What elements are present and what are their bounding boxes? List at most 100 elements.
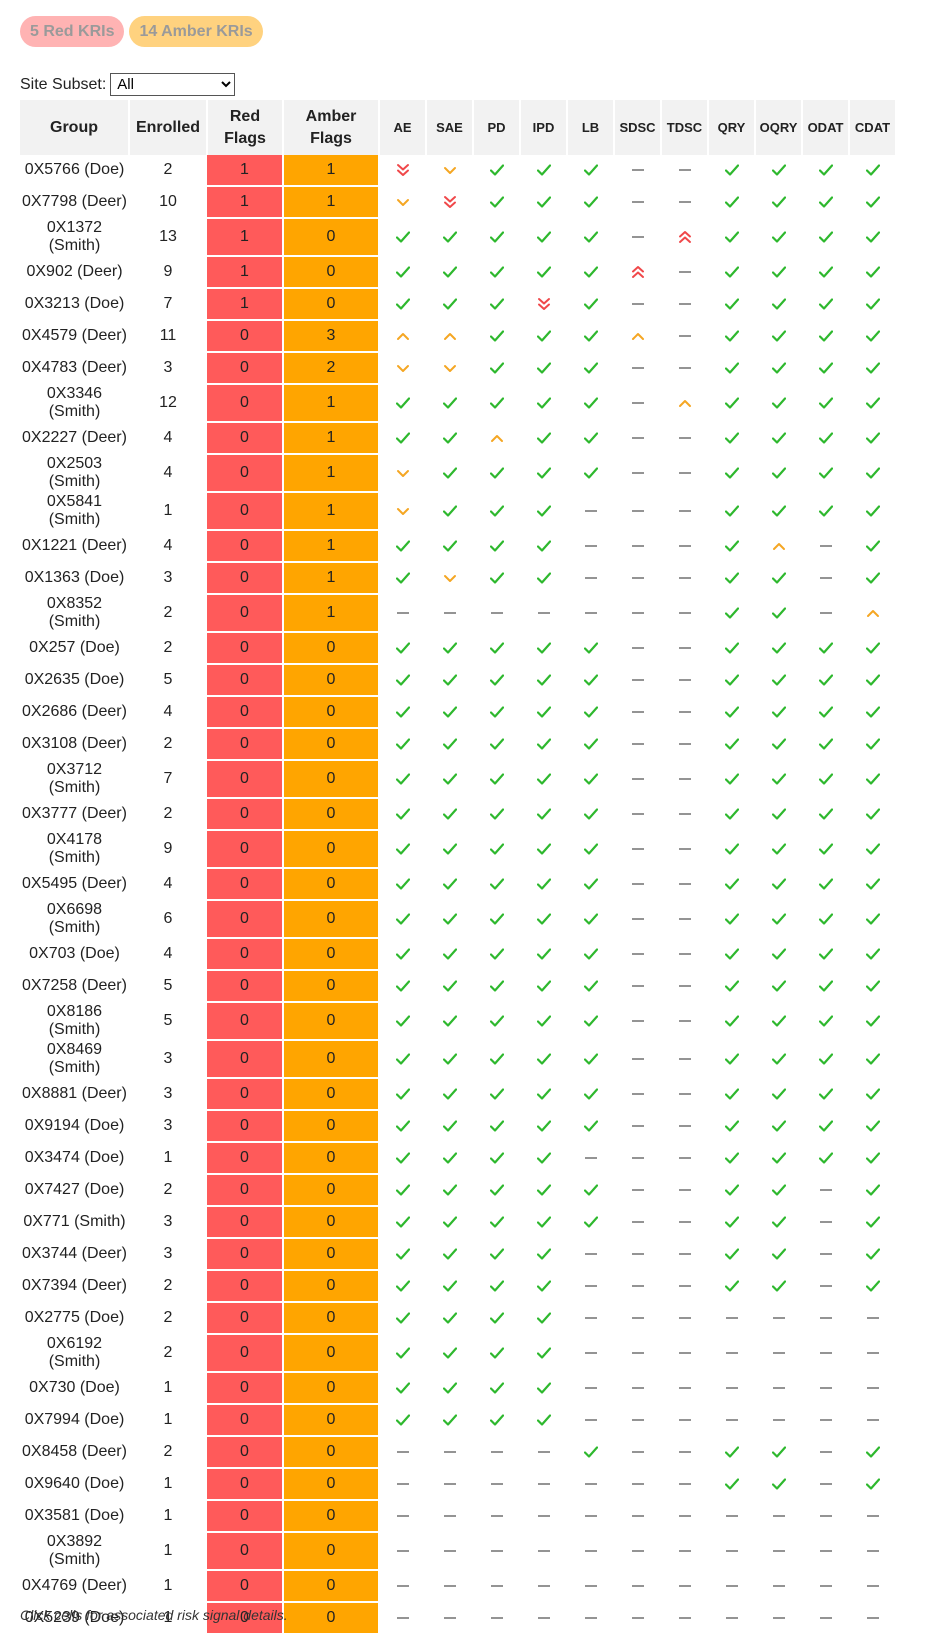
kri-cell-sae[interactable]: [426, 1468, 473, 1501]
kri-cell-oqry[interactable]: [755, 1500, 802, 1533]
kri-cell-pd[interactable]: [473, 1468, 520, 1501]
kri-cell-sae[interactable]: [426, 900, 473, 939]
kri-cell-ipd[interactable]: [520, 900, 567, 939]
kri-cell-lb[interactable]: [567, 938, 614, 971]
kri-cell-lb[interactable]: [567, 970, 614, 1003]
kri-cell-lb[interactable]: [567, 288, 614, 321]
header-kri-ipd[interactable]: IPD: [520, 100, 568, 155]
kri-cell-sdsc[interactable]: [614, 632, 661, 665]
kri-cell-ae[interactable]: [379, 900, 426, 939]
amber-flags-cell[interactable]: 0: [283, 1142, 380, 1175]
kri-cell-sdsc[interactable]: [614, 1238, 661, 1271]
amber-flags-cell[interactable]: 0: [283, 1302, 380, 1335]
red-flags-cell[interactable]: 0: [207, 1002, 284, 1041]
kri-cell-qry[interactable]: [708, 830, 755, 869]
kri-cell-pd[interactable]: [473, 1532, 520, 1571]
group-cell[interactable]: 0X2503 (Smith): [20, 454, 129, 493]
amber-flags-cell[interactable]: 0: [283, 728, 380, 761]
kri-cell-sae[interactable]: [426, 1372, 473, 1405]
enrolled-cell[interactable]: 5: [129, 664, 207, 697]
kri-cell-pd[interactable]: [473, 384, 520, 423]
kri-cell-lb[interactable]: [567, 900, 614, 939]
amber-flags-cell[interactable]: 0: [283, 1372, 380, 1405]
enrolled-cell[interactable]: 5: [129, 1002, 207, 1041]
kri-cell-tdsc[interactable]: [661, 1078, 708, 1111]
kri-cell-cdat[interactable]: [849, 868, 896, 901]
amber-flags-cell[interactable]: 0: [283, 1078, 380, 1111]
kri-cell-lb[interactable]: [567, 664, 614, 697]
red-flags-cell[interactable]: 0: [207, 530, 284, 563]
kri-cell-sae[interactable]: [426, 256, 473, 289]
kri-cell-tdsc[interactable]: [661, 1238, 708, 1271]
kri-cell-tdsc[interactable]: [661, 1532, 708, 1571]
kri-cell-sae[interactable]: [426, 970, 473, 1003]
enrolled-cell[interactable]: 5: [129, 970, 207, 1003]
kri-cell-sae[interactable]: [426, 632, 473, 665]
kri-cell-ae[interactable]: [379, 1334, 426, 1373]
kri-cell-pd[interactable]: [473, 1174, 520, 1207]
kri-cell-oqry[interactable]: [755, 492, 802, 531]
kri-cell-sdsc[interactable]: [614, 1404, 661, 1437]
kri-cell-sdsc[interactable]: [614, 320, 661, 353]
kri-cell-pd[interactable]: [473, 1270, 520, 1303]
kri-cell-sae[interactable]: [426, 1174, 473, 1207]
kri-cell-qry[interactable]: [708, 1532, 755, 1571]
kri-cell-oqry[interactable]: [755, 970, 802, 1003]
kri-cell-oqry[interactable]: [755, 1436, 802, 1469]
kri-cell-pd[interactable]: [473, 492, 520, 531]
kri-cell-sdsc[interactable]: [614, 1302, 661, 1335]
kri-cell-qry[interactable]: [708, 1500, 755, 1533]
kri-cell-tdsc[interactable]: [661, 664, 708, 697]
kri-cell-ipd[interactable]: [520, 492, 567, 531]
kri-cell-tdsc[interactable]: [661, 938, 708, 971]
kri-cell-lb[interactable]: [567, 728, 614, 761]
kri-cell-cdat[interactable]: [849, 798, 896, 831]
group-cell[interactable]: 0X257 (Doe): [20, 632, 129, 665]
kri-cell-tdsc[interactable]: [661, 1302, 708, 1335]
amber-flags-cell[interactable]: 0: [283, 1110, 380, 1143]
red-flags-cell[interactable]: 1: [207, 288, 284, 321]
kri-cell-cdat[interactable]: [849, 320, 896, 353]
kri-cell-lb[interactable]: [567, 696, 614, 729]
kri-cell-sdsc[interactable]: [614, 868, 661, 901]
kri-cell-sdsc[interactable]: [614, 352, 661, 385]
enrolled-cell[interactable]: 2: [129, 1174, 207, 1207]
group-cell[interactable]: 0X1221 (Deer): [20, 530, 129, 563]
kri-cell-ipd[interactable]: [520, 1238, 567, 1271]
enrolled-cell[interactable]: 9: [129, 830, 207, 869]
kri-cell-pd[interactable]: [473, 632, 520, 665]
group-cell[interactable]: 0X771 (Smith): [20, 1206, 129, 1239]
kri-cell-sae[interactable]: [426, 384, 473, 423]
enrolled-cell[interactable]: 2: [129, 1302, 207, 1335]
kri-cell-oqry[interactable]: [755, 632, 802, 665]
red-flags-cell[interactable]: 0: [207, 594, 284, 633]
kri-cell-pd[interactable]: [473, 594, 520, 633]
amber-flags-cell[interactable]: 0: [283, 1570, 380, 1603]
kri-cell-odat[interactable]: [802, 900, 849, 939]
kri-cell-sdsc[interactable]: [614, 938, 661, 971]
kri-cell-qry[interactable]: [708, 594, 755, 633]
kri-cell-ipd[interactable]: [520, 186, 567, 219]
kri-cell-tdsc[interactable]: [661, 760, 708, 799]
kri-cell-qry[interactable]: [708, 1570, 755, 1603]
kri-cell-lb[interactable]: [567, 186, 614, 219]
kri-cell-ae[interactable]: [379, 320, 426, 353]
kri-cell-oqry[interactable]: [755, 868, 802, 901]
kri-cell-lb[interactable]: [567, 1532, 614, 1571]
kri-cell-sdsc[interactable]: [614, 422, 661, 455]
amber-flags-cell[interactable]: 0: [283, 1532, 380, 1571]
kri-cell-cdat[interactable]: [849, 696, 896, 729]
enrolled-cell[interactable]: 4: [129, 868, 207, 901]
amber-kri-badge[interactable]: 14 Amber KRIs: [129, 16, 263, 47]
group-cell[interactable]: 0X5495 (Deer): [20, 868, 129, 901]
kri-cell-lb[interactable]: [567, 1142, 614, 1175]
kri-cell-ae[interactable]: [379, 594, 426, 633]
kri-cell-sdsc[interactable]: [614, 1532, 661, 1571]
kri-cell-oqry[interactable]: [755, 938, 802, 971]
kri-cell-sdsc[interactable]: [614, 384, 661, 423]
kri-cell-ae[interactable]: [379, 384, 426, 423]
header-kri-oqry[interactable]: OQRY: [755, 100, 803, 155]
kri-cell-ae[interactable]: [379, 664, 426, 697]
kri-cell-pd[interactable]: [473, 664, 520, 697]
kri-cell-qry[interactable]: [708, 1602, 755, 1635]
